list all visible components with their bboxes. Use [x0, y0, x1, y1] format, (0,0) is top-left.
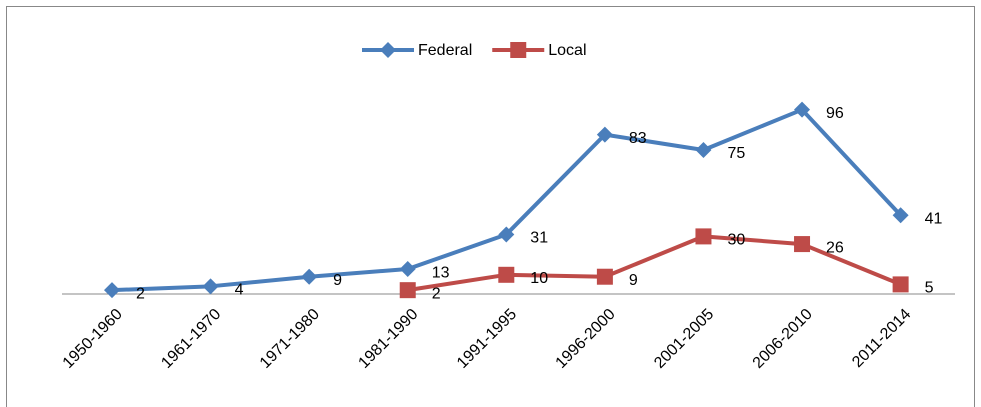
data-label: 4	[235, 282, 244, 299]
data-point	[794, 101, 811, 118]
data-point	[498, 266, 515, 283]
data-point	[892, 207, 909, 224]
data-label: 26	[826, 239, 844, 256]
legend-label: Federal	[418, 42, 472, 59]
data-label: 9	[629, 272, 638, 289]
data-point	[892, 276, 909, 293]
data-point	[301, 268, 318, 285]
data-point	[104, 282, 120, 299]
data-label: 13	[432, 264, 450, 281]
legend-marker	[510, 42, 527, 58]
data-label: 2	[432, 285, 441, 302]
data-label: 9	[333, 272, 342, 289]
series-line	[407, 234, 902, 293]
data-point	[202, 278, 219, 295]
data-point	[596, 268, 613, 285]
data-point	[695, 228, 712, 245]
data-point	[399, 261, 416, 278]
data-label: 2	[136, 285, 145, 302]
chart-border	[6, 6, 975, 407]
data-point	[695, 142, 712, 158]
data-label: 31	[530, 230, 548, 247]
legend-marker	[380, 42, 396, 58]
data-point	[596, 126, 613, 143]
data-label: 10	[530, 270, 548, 287]
data-point	[399, 282, 416, 299]
data-label: 30	[727, 232, 745, 249]
data-label: 5	[925, 280, 934, 297]
data-label: 41	[925, 210, 943, 227]
data-label: 83	[629, 130, 647, 147]
data-label: 75	[727, 145, 745, 162]
data-point	[498, 226, 515, 243]
data-point	[794, 236, 811, 253]
data-label: 96	[826, 105, 844, 122]
legend-label: Local	[548, 42, 586, 59]
